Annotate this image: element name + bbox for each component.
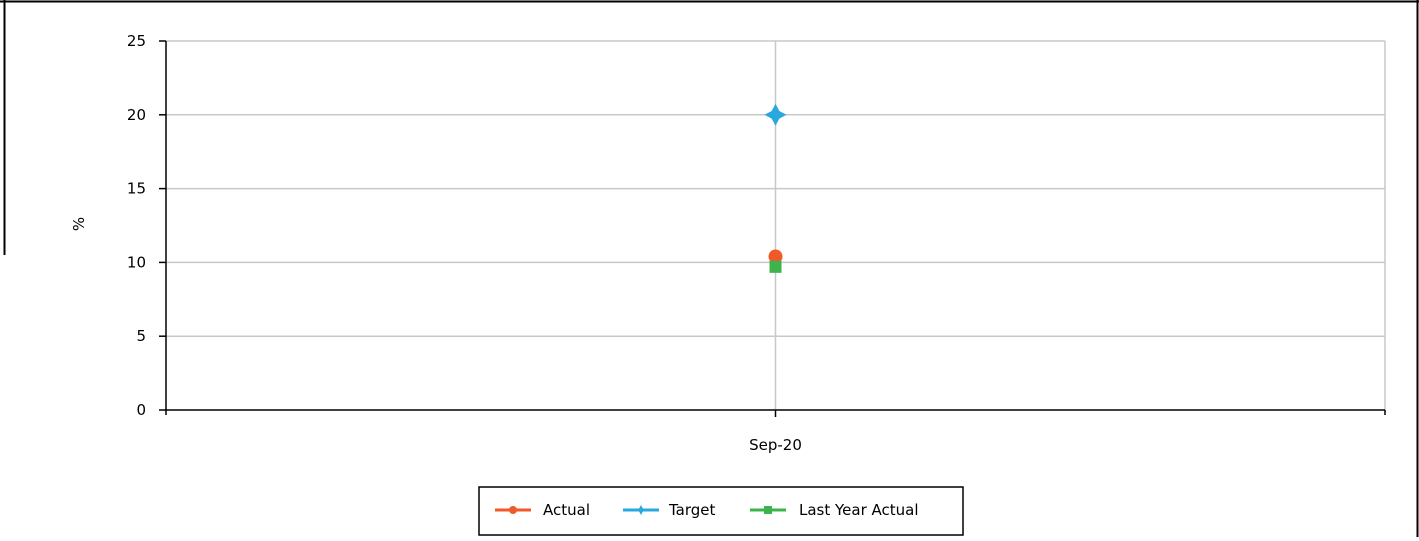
y-tick-label: 0 [136, 401, 146, 419]
y-tick-label: 10 [127, 253, 146, 271]
y-tick-label: 20 [127, 106, 146, 124]
y-tick-label: 25 [127, 32, 146, 50]
y-tick-label: 5 [136, 327, 146, 345]
legend: Actual Target Last Year Actual [478, 486, 964, 536]
tick-labels: 0 5 10 15 20 25 Sep-20 [127, 32, 802, 454]
legend-label: Actual [543, 501, 590, 519]
x-tick-label: Sep-20 [749, 436, 802, 454]
legend-swatch-marker [509, 506, 517, 514]
data-point-actual [768, 249, 783, 264]
legend-label: Target [668, 501, 716, 519]
legend-box [478, 486, 964, 536]
data-point-target [764, 103, 787, 126]
legend-swatch-marker [636, 505, 646, 515]
y-axis-label: % [70, 217, 88, 231]
legend-label: Last Year Actual [799, 501, 919, 519]
axis-layer [159, 40, 1386, 417]
grid-layer [166, 40, 1386, 410]
data-point-last-year-actual [769, 260, 782, 273]
data-marks [764, 103, 787, 273]
y-tick-label: 15 [127, 180, 146, 198]
legend-swatch-marker [764, 506, 772, 514]
